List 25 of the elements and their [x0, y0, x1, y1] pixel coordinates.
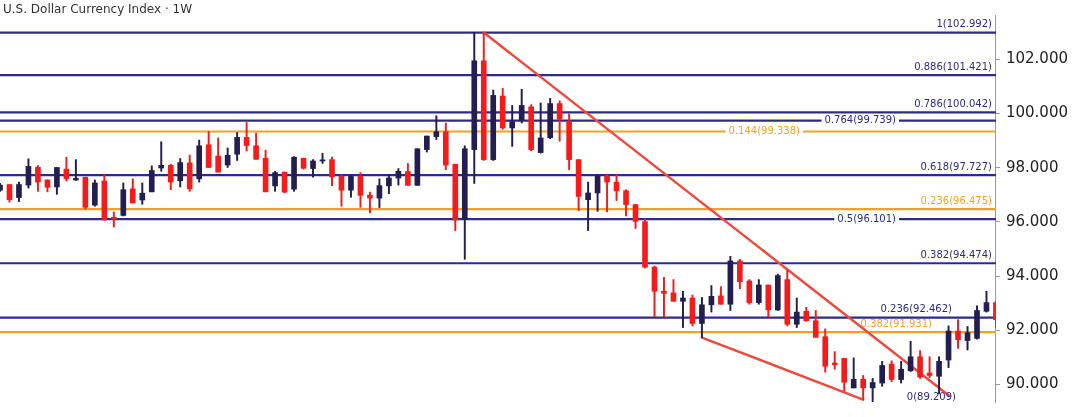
ref-line-label: 0.618(97.727)	[920, 160, 993, 172]
ref-line-label: 0.764(99.739)	[824, 114, 897, 126]
ref-line-label: 0.886(101.421)	[914, 60, 993, 72]
ref-line-label: 0.5(96.101)	[837, 212, 897, 224]
ref-line-label: 0.144(99.338)	[728, 125, 801, 137]
ref-line-label: 0.236(92.462)	[880, 303, 953, 315]
ref-line-label: 0.236(96.475)	[920, 194, 993, 206]
annotation: 0(89.209)	[906, 390, 957, 402]
chart-title: U.S. Dollar Currency Index · 1W	[3, 2, 193, 16]
ref-line-label: 0.382(94.474)	[920, 248, 993, 260]
y-tick-label: 94.000	[1005, 265, 1059, 284]
ref-line-label: 0.382(91.931)	[860, 317, 933, 329]
candlestick	[680, 290, 686, 328]
y-tick-label: 98.000	[1005, 157, 1059, 176]
candlestick	[831, 351, 838, 370]
candlestick	[661, 277, 667, 318]
ref-line-label: 0.786(100.042)	[914, 98, 993, 110]
y-tick-label: 92.000	[1005, 320, 1059, 339]
candlestick	[73, 159, 79, 181]
candlestick	[158, 141, 165, 172]
ref-line-label: 1(102.992)	[936, 18, 993, 30]
y-tick-label: 100.000	[1005, 103, 1068, 122]
y-tick-label: 96.000	[1005, 211, 1059, 230]
y-tick-label: 102.000	[1005, 49, 1068, 68]
y-tick-label: 90.000	[1005, 374, 1059, 393]
